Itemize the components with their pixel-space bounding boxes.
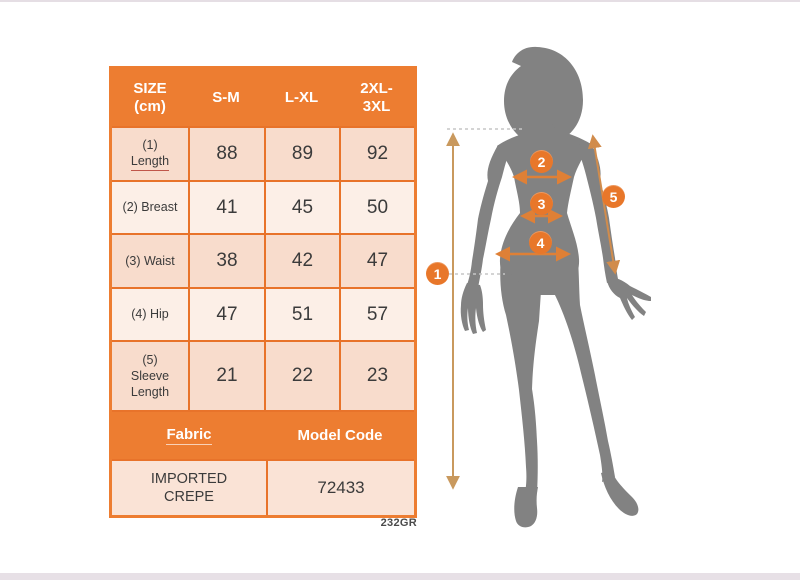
figure-svg bbox=[446, 46, 651, 528]
size-table-header-row: SIZE (cm) S-M L-XL 2XL-3XL bbox=[112, 69, 414, 126]
table-row-breast: (2) Breast 41 45 50 bbox=[112, 180, 414, 233]
measurement-figure: 1 2 3 4 5 bbox=[425, 25, 680, 555]
model-code-value: 72433 bbox=[266, 459, 414, 515]
cell-value: 23 bbox=[339, 340, 414, 410]
cell-value: 38 bbox=[188, 233, 264, 287]
marker-circle-3: 3 bbox=[530, 192, 553, 215]
cell-value: 88 bbox=[188, 126, 264, 180]
silhouette-left-arm bbox=[467, 145, 510, 288]
silhouette-right-hand bbox=[607, 277, 651, 320]
header-col-sm: S-M bbox=[212, 88, 240, 106]
cell-value: 47 bbox=[339, 233, 414, 287]
fabric-label: Fabric bbox=[166, 426, 212, 445]
cell-value: 57 bbox=[339, 287, 414, 340]
sleeve-measure-arrow-5 bbox=[587, 134, 621, 275]
cell-value: 21 bbox=[188, 340, 264, 410]
fabric-header-row: Fabric Model Code bbox=[112, 410, 414, 459]
row-label: (4) Hip bbox=[112, 287, 188, 340]
cell-value: 22 bbox=[264, 340, 339, 410]
weight-note: 232GR bbox=[380, 517, 417, 529]
row-label: (2) Breast bbox=[112, 180, 188, 233]
marker-circle-1: 1 bbox=[426, 262, 449, 285]
table-row-hip: (4) Hip 47 51 57 bbox=[112, 287, 414, 340]
body-silhouette bbox=[460, 46, 651, 528]
cell-value: 45 bbox=[264, 180, 339, 233]
silhouette-left-leg bbox=[500, 257, 541, 493]
cell-value: 42 bbox=[264, 233, 339, 287]
cell-value: 41 bbox=[188, 180, 264, 233]
row-label: (3) Waist bbox=[112, 233, 188, 287]
silhouette-right-leg bbox=[554, 261, 615, 482]
fabric-values-row: IMPORTED CREPE 72433 bbox=[112, 459, 414, 515]
table-row-sleeve-length: (5) Sleeve Length 21 22 23 bbox=[112, 340, 414, 410]
header-size-unit: SIZE (cm) bbox=[133, 80, 167, 115]
row-label: (1) Length bbox=[112, 126, 188, 180]
marker-circle-4: 4 bbox=[529, 231, 552, 254]
marker-circle-5: 5 bbox=[602, 185, 625, 208]
top-border-strip bbox=[0, 0, 800, 2]
fabric-value: IMPORTED CREPE bbox=[112, 459, 266, 515]
silhouette-left-hand bbox=[460, 283, 486, 334]
table-row-waist: (3) Waist 38 42 47 bbox=[112, 233, 414, 287]
bottom-border-strip bbox=[0, 573, 800, 580]
header-col-lxl: L-XL bbox=[284, 88, 319, 106]
silhouette-left-foot bbox=[514, 487, 538, 528]
cell-value: 89 bbox=[264, 126, 339, 180]
row-label: (5) Sleeve Length bbox=[112, 340, 188, 410]
cell-value: 47 bbox=[188, 287, 264, 340]
table-row-length: (1) Length 88 89 92 bbox=[112, 126, 414, 180]
silhouette-head-hair bbox=[504, 46, 583, 137]
cell-value: 92 bbox=[339, 126, 414, 180]
header-col-2xl3xl: 2XL-3XL bbox=[360, 80, 393, 115]
cell-value: 51 bbox=[264, 287, 339, 340]
marker-circle-2: 2 bbox=[530, 150, 553, 173]
model-code-label: Model Code bbox=[297, 427, 383, 444]
cell-value: 50 bbox=[339, 180, 414, 233]
size-table: SIZE (cm) S-M L-XL 2XL-3XL (1) Length 88… bbox=[109, 66, 417, 518]
silhouette-right-foot bbox=[601, 470, 639, 516]
